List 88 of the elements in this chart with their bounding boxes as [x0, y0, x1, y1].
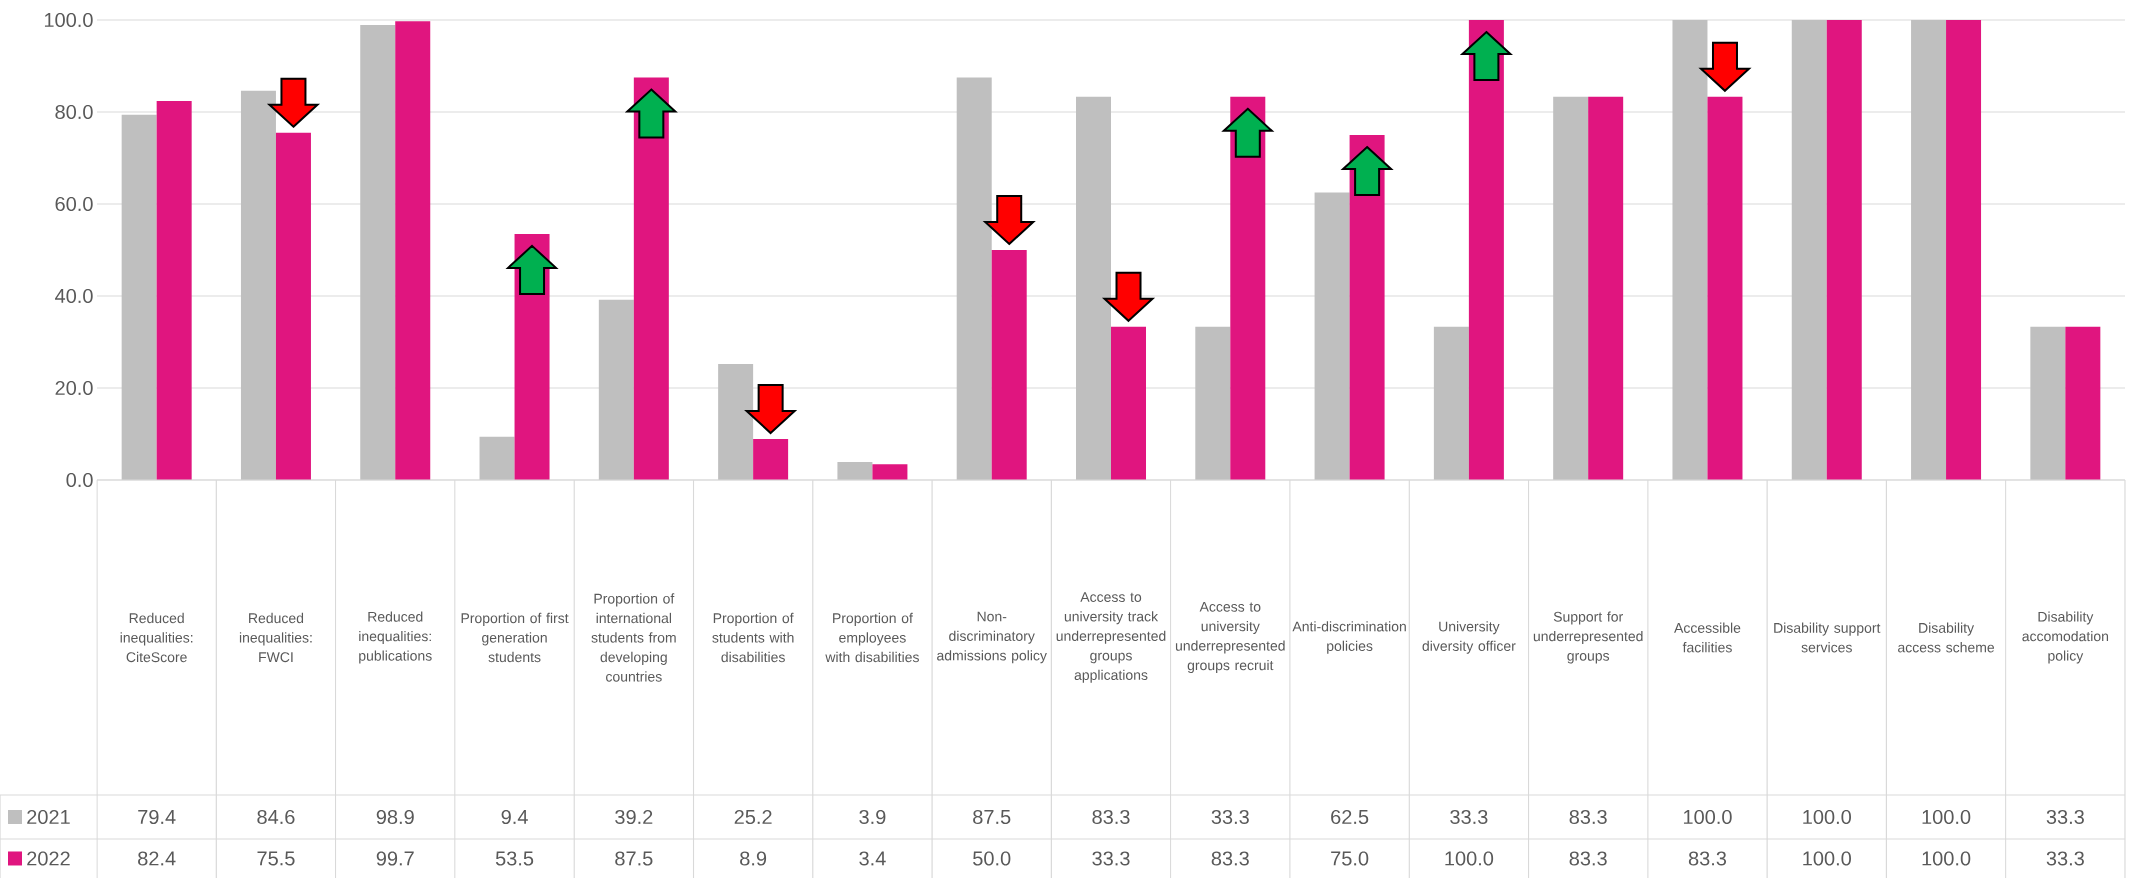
data-label: 75.5 — [257, 851, 295, 866]
bar — [121, 114, 157, 480]
y-tick-label: 80.0 — [55, 104, 93, 120]
x-tick-label: Anti-discrimination policies — [1292, 621, 1406, 654]
data-label: 83.3 — [1688, 851, 1727, 866]
data-label: 100.0 — [1803, 809, 1851, 825]
data-label: 99.7 — [376, 851, 414, 866]
x-tick-label: Disability accomodation policy — [2022, 611, 2109, 664]
data-label: 100.0 — [1922, 809, 1971, 825]
bar — [240, 90, 276, 480]
data-label: 8.9 — [740, 851, 767, 866]
y-tick-label: 0.0 — [66, 472, 93, 488]
x-tick-label: Disability access scheme — [1898, 622, 1995, 653]
bar — [718, 364, 754, 480]
x-tick-label: Reduced inequalities: CiteScore — [120, 612, 193, 663]
bar — [1433, 326, 1469, 480]
x-tick-label: University diversity officer — [1422, 621, 1516, 654]
bar — [837, 462, 873, 480]
bar — [1195, 326, 1231, 480]
data-label: 33.3 — [1450, 809, 1488, 825]
bar — [1946, 19, 1982, 480]
data-label: 82.4 — [138, 851, 176, 866]
data-label: 9.4 — [501, 809, 528, 825]
bar — [1588, 96, 1624, 480]
bar — [1911, 19, 1947, 480]
data-label: 33.3 — [2046, 851, 2084, 866]
data-label: 100.0 — [1922, 851, 1971, 866]
data-label: 39.2 — [615, 809, 653, 825]
data-label: 87.5 — [973, 809, 1011, 825]
data-label: 100.0 — [1445, 851, 1494, 866]
x-tick-label: Access to university underrepresented groups recruit — [1175, 601, 1285, 673]
bar — [1111, 326, 1147, 480]
bar — [479, 436, 515, 480]
data-label: 100.0 — [1683, 809, 1732, 825]
y-tick-label: 20.0 — [55, 380, 93, 396]
data-label: 3.9 — [859, 809, 886, 825]
data-label: 83.3 — [1092, 809, 1130, 825]
bar — [1672, 19, 1708, 480]
x-tick-label: Reduced inequalities: FWCI — [239, 612, 312, 663]
data-label: 83.3 — [1211, 851, 1249, 866]
x-tick-label: Reduced inequalities: publications — [359, 611, 432, 664]
data-label: 84.6 — [257, 809, 295, 825]
x-tick-label: Accessible facilities — [1674, 622, 1741, 653]
x-tick-label: Support for underrepresented groups — [1533, 611, 1643, 664]
data-label: 62.5 — [1331, 809, 1369, 825]
data-label: 50.0 — [973, 851, 1011, 866]
bar — [1553, 96, 1589, 480]
data-label: 75.0 — [1331, 851, 1369, 866]
bar — [753, 439, 789, 480]
x-tick-label: Proportion of students with disabilities — [712, 612, 794, 663]
data-label: 33.3 — [1092, 851, 1130, 866]
data-label: 25.2 — [734, 809, 772, 825]
data-label: 33.3 — [1211, 809, 1249, 825]
bar — [2030, 326, 2066, 480]
data-label: 33.3 — [2046, 809, 2084, 825]
bar — [1826, 19, 1862, 480]
bar — [395, 21, 431, 480]
data-label: 79.4 — [138, 809, 176, 825]
bar — [156, 100, 192, 480]
data-label: 3.4 — [859, 851, 886, 866]
x-tick-label: Non-discriminatory admissions policy — [937, 611, 1047, 664]
legend-label: 2021 — [27, 809, 70, 825]
bar — [1707, 96, 1743, 480]
bar — [991, 249, 1027, 480]
bar — [1791, 19, 1827, 480]
y-tick-label: 100.0 — [44, 12, 93, 28]
bar — [956, 77, 992, 480]
data-label: 53.5 — [495, 851, 534, 866]
y-tick-label: 60.0 — [55, 196, 93, 212]
bar — [2065, 326, 2101, 480]
legend-label: 2022 — [27, 851, 70, 866]
bar — [275, 132, 311, 480]
x-tick-label: Proportion of first generation students — [461, 612, 569, 663]
bar — [1314, 192, 1350, 480]
bar — [1076, 96, 1111, 480]
bar — [360, 25, 396, 480]
bar — [872, 464, 908, 480]
y-tick-label: 40.0 — [55, 288, 93, 304]
x-tick-label: Access to university track underrepresented groups applications — [1056, 592, 1166, 683]
bar — [598, 299, 634, 480]
x-tick-label: Disability support services — [1774, 622, 1881, 653]
x-tick-label: Proportion of employees with disabilities — [825, 612, 919, 663]
x-tick-label: Proportion of international students from developing countries — [591, 593, 676, 682]
data-label: 83.3 — [1569, 809, 1607, 825]
data-label: 100.0 — [1803, 851, 1851, 866]
data-label: 98.9 — [376, 809, 414, 825]
data-label: 87.5 — [615, 851, 653, 866]
data-label: 83.3 — [1569, 851, 1607, 866]
